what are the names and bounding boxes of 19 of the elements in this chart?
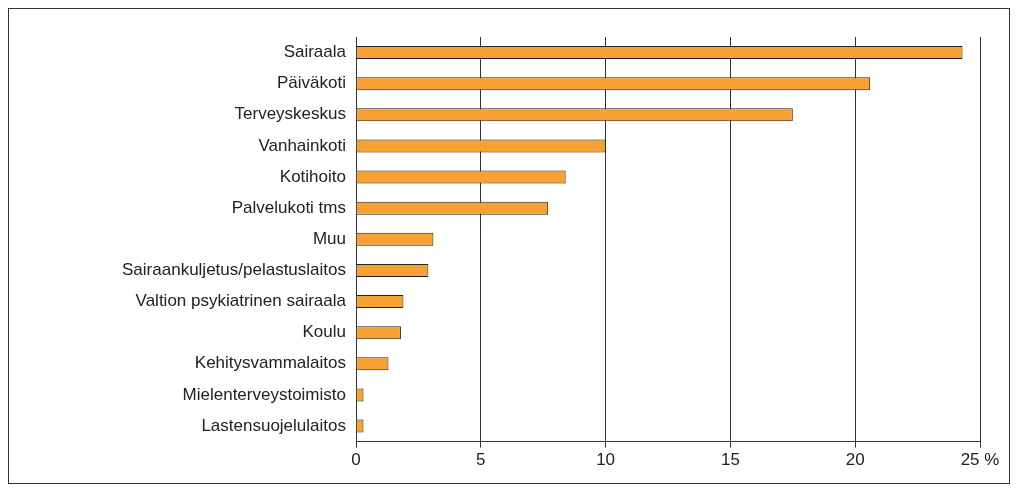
y-tick-label: Sairaala bbox=[283, 42, 347, 62]
x-tick-label: 20 bbox=[845, 450, 865, 470]
x-tick-label: 0 bbox=[351, 450, 361, 470]
y-tick-label: Vanhainkoti bbox=[258, 135, 346, 155]
y-tick-label: Terveyskeskus bbox=[234, 104, 346, 124]
y-tick-label: Valtion psykiatrinen sairaala bbox=[135, 291, 347, 311]
x-tick-label: 25 % bbox=[960, 450, 1000, 470]
y-tick-label: Kehitysvammalaitos bbox=[194, 353, 346, 373]
y-tick-label: Lastensuojelulaitos bbox=[201, 415, 346, 435]
y-tick-label: Sairaankuljetus/pelastuslaitos bbox=[122, 260, 346, 280]
y-tick-label: Koulu bbox=[302, 322, 346, 342]
x-tick-label: 15 bbox=[720, 450, 740, 470]
x-tick-label: 10 bbox=[596, 450, 616, 470]
y-tick-label: Palvelukoti tms bbox=[231, 197, 346, 217]
x-tick-label: 5 bbox=[476, 450, 486, 470]
y-tick-label: Muu bbox=[312, 228, 346, 248]
y-tick-label: Mielenterveystoimisto bbox=[182, 384, 346, 404]
y-tick-label: Päiväkoti bbox=[277, 73, 346, 93]
y-tick-label: Kotihoito bbox=[279, 166, 346, 186]
